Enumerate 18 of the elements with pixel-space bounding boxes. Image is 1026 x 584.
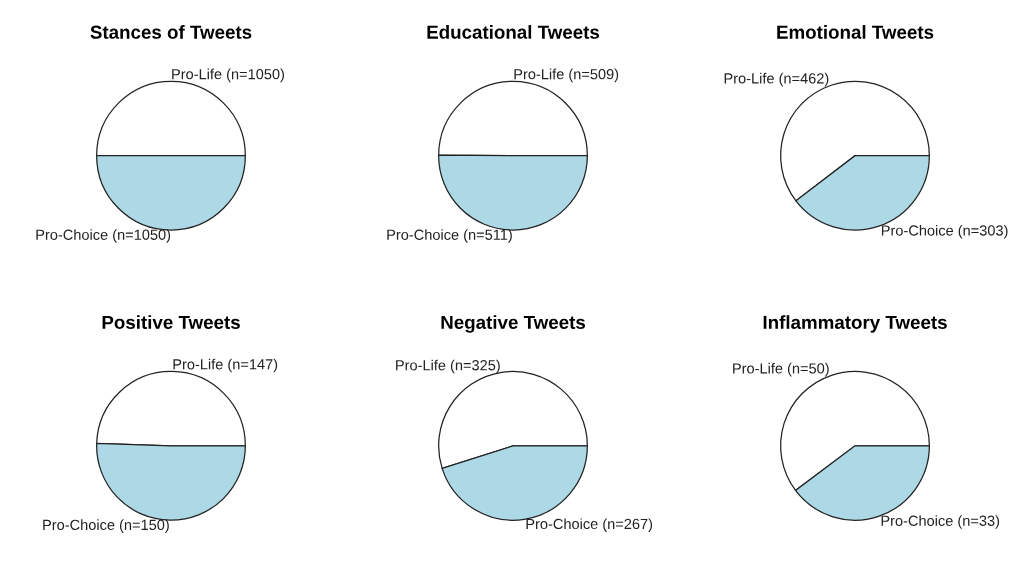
chart-title: Emotional Tweets [777,25,934,39]
chart-title: Stances of Tweets [90,25,252,39]
chart-title: Educational Tweets [427,25,600,39]
slice-label: Pro-Choice (n=267) [526,518,653,532]
slice-label: Pro-Life (n=50) [733,362,829,377]
slice-label: Pro-Choice (n=511) [387,229,512,243]
slice-label: Pro-Choice (n=150) [43,519,169,533]
chart-title: Positive Tweets [102,315,240,329]
slice-label: Pro-Life (n=147) [173,358,278,373]
slice-label: Pro-Life (n=1050) [172,68,284,83]
slice-label: Pro-Life (n=509) [514,68,619,83]
slice-label: Pro-Choice (n=33) [881,515,1000,529]
chart-title: Inflammatory Tweets [763,315,947,333]
slice-label: Pro-Life (n=325) [396,359,500,374]
chart-title: Negative Tweets [441,315,586,333]
slice-label: Pro-Life (n=462) [724,72,829,87]
slice-label: Pro-Choice (n=1050) [36,229,171,243]
slice-label: Pro-Choice (n=303) [881,224,1008,239]
